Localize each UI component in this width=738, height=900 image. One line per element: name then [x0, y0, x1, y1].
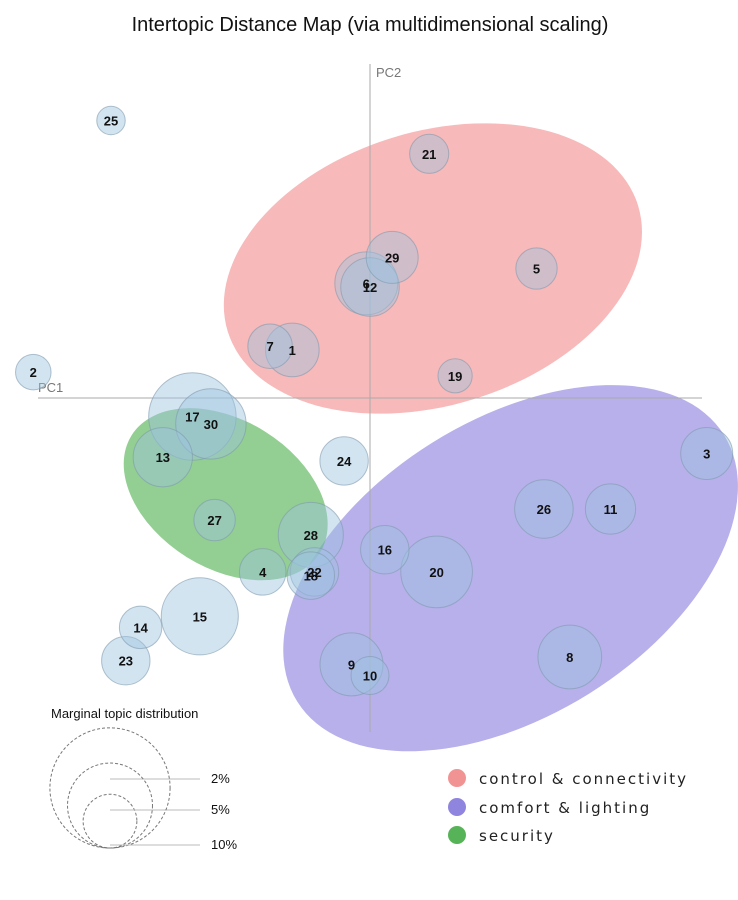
- topic-circle-6[interactable]: [334, 251, 399, 316]
- topic-label-18: 18: [304, 569, 318, 584]
- topic-circle-25[interactable]: [96, 105, 126, 136]
- topic-circle-21[interactable]: [409, 133, 450, 174]
- marginal-circle-3: [49, 727, 171, 849]
- topic-label-24: 24: [337, 454, 352, 469]
- topic-label-22: 22: [307, 565, 321, 580]
- topic-circle-3[interactable]: [680, 427, 734, 480]
- topic-circle-15[interactable]: [160, 577, 239, 656]
- topic-circle-18[interactable]: [286, 551, 336, 600]
- topic-label-9: 9: [348, 657, 355, 672]
- topic-circle-24[interactable]: [319, 436, 369, 486]
- legend-swatch-1: [448, 769, 466, 787]
- marginal-circle-1: [82, 793, 138, 849]
- topic-label-10: 10: [363, 669, 377, 684]
- topic-circle-19[interactable]: [437, 358, 473, 394]
- topic-label-12: 12: [363, 280, 377, 295]
- topic-circle-11[interactable]: [584, 483, 637, 535]
- topic-circle-12[interactable]: [340, 257, 400, 317]
- topic-label-28: 28: [304, 528, 318, 543]
- topic-label-13: 13: [156, 450, 170, 465]
- topic-label-14: 14: [133, 620, 148, 635]
- topic-label-29: 29: [385, 250, 399, 265]
- legend-swatch-2: [448, 798, 466, 816]
- topic-label-11: 11: [604, 502, 618, 517]
- topic-label-5: 5: [533, 262, 540, 277]
- topic-label-1: 1: [289, 343, 296, 358]
- topic-label-19: 19: [448, 369, 462, 384]
- legend-label-3: security: [479, 827, 555, 845]
- topic-labels: 1234567891011121314151617181920212223242…: [30, 114, 711, 684]
- topic-circle-30[interactable]: [175, 388, 247, 460]
- legend-swatch-3: [448, 826, 466, 844]
- chart-title: Intertopic Distance Map (via multidimens…: [132, 14, 609, 36]
- topic-label-16: 16: [378, 543, 392, 558]
- marginal-circle-2: [67, 762, 153, 849]
- topic-label-6: 6: [363, 276, 370, 291]
- cluster-ellipse-3: [123, 408, 328, 581]
- topic-circle-5[interactable]: [515, 247, 558, 290]
- marginal-distribution-legend: Marginal topic distribution 2% 5% 10%: [49, 706, 237, 852]
- marginal-label-3: 10%: [211, 837, 237, 852]
- topic-label-23: 23: [119, 654, 133, 669]
- topic-circle-29[interactable]: [365, 230, 419, 284]
- topic-circle-14[interactable]: [118, 605, 163, 650]
- topic-label-8: 8: [566, 650, 573, 665]
- topic-label-17: 17: [185, 410, 199, 425]
- topic-circle-27[interactable]: [193, 498, 236, 542]
- topic-label-15: 15: [193, 609, 207, 624]
- topic-circle-20[interactable]: [400, 535, 473, 609]
- cluster-ellipse-2: [283, 385, 738, 752]
- y-axis-label: PC2: [376, 65, 401, 80]
- topic-circle-22[interactable]: [289, 547, 340, 597]
- topic-circle-10[interactable]: [350, 656, 390, 695]
- topic-label-25: 25: [104, 114, 118, 129]
- topic-label-27: 27: [207, 513, 221, 528]
- topic-circle-9[interactable]: [319, 632, 384, 697]
- marginal-label-2: 5%: [211, 802, 230, 817]
- topic-label-20: 20: [429, 565, 443, 580]
- topic-label-4: 4: [259, 565, 267, 580]
- topic-circle-2[interactable]: [15, 353, 52, 391]
- topic-circle-26[interactable]: [514, 479, 574, 539]
- axes: PC1 PC2: [38, 64, 702, 732]
- topic-circle-8[interactable]: [537, 624, 603, 690]
- legend-label-1: control & connectivity: [479, 770, 688, 788]
- topic-circle-13[interactable]: [132, 427, 193, 488]
- topic-circle-4[interactable]: [238, 548, 287, 596]
- topic-circle-16[interactable]: [360, 525, 410, 575]
- topic-label-26: 26: [537, 502, 551, 517]
- topic-label-7: 7: [266, 339, 273, 354]
- cluster-ellipse-1: [223, 123, 642, 414]
- topic-label-3: 3: [703, 447, 710, 462]
- topic-circle-7[interactable]: [247, 323, 293, 369]
- legend-label-2: comfort & lighting: [479, 799, 651, 817]
- marginal-distribution-title: Marginal topic distribution: [51, 706, 198, 721]
- cluster-ellipses: [123, 123, 738, 752]
- topic-label-2: 2: [30, 365, 37, 380]
- cluster-legend: control & connectivity comfort & lighting…: [448, 769, 688, 845]
- marginal-label-1: 2%: [211, 771, 230, 786]
- topic-label-30: 30: [204, 417, 218, 432]
- x-axis-label: PC1: [38, 380, 63, 395]
- topic-label-21: 21: [422, 147, 436, 162]
- topic-circles: [15, 105, 734, 697]
